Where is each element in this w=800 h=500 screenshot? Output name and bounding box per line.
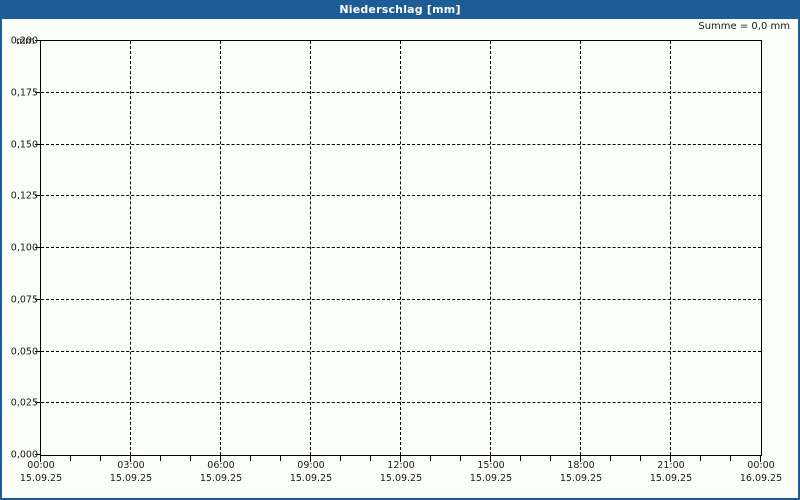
y-gridline xyxy=(41,143,761,145)
y-gridline xyxy=(41,350,761,352)
y-axis-tick xyxy=(35,40,40,41)
x-axis-tick xyxy=(370,456,371,461)
x-axis-tick xyxy=(400,456,401,462)
x-gridline xyxy=(130,41,131,455)
y-axis-tick-label: 0,025 xyxy=(10,397,38,409)
x-gridline xyxy=(310,41,311,455)
x-axis-tick-label: 06:00 15.09.25 xyxy=(199,460,243,484)
y-axis-tick-label: 0,150 xyxy=(10,139,38,150)
x-axis-tick xyxy=(580,456,581,462)
x-gridline xyxy=(490,41,491,455)
x-axis-tick xyxy=(100,456,101,461)
y-gridline xyxy=(41,298,761,300)
plot-area xyxy=(40,40,762,456)
x-axis-tick xyxy=(760,456,761,462)
y-gridline xyxy=(41,402,761,404)
y-axis-tick xyxy=(35,247,40,248)
y-axis-tick xyxy=(35,298,40,300)
x-axis-tick-label: 18:00 15.09.25 xyxy=(559,460,603,484)
x-axis-tick xyxy=(460,456,461,461)
y-axis-tick-label: 0,000 xyxy=(10,449,38,461)
x-axis-tick-label: 21:00 15.09.25 xyxy=(649,460,693,484)
x-axis-tick xyxy=(40,456,41,462)
x-axis-tick xyxy=(730,456,731,461)
x-axis-tick xyxy=(220,456,221,462)
y-axis-tick-label: 0,200 xyxy=(10,35,38,47)
plot-grid xyxy=(41,41,761,455)
x-gridline xyxy=(400,41,401,455)
x-axis-tick xyxy=(430,456,431,461)
y-axis-tick-label: 0,100 xyxy=(10,242,38,254)
y-axis-tick-label: 0,050 xyxy=(10,346,38,357)
x-gridline xyxy=(580,41,581,455)
x-axis-tick xyxy=(160,456,161,461)
x-axis-tick xyxy=(490,456,491,462)
y-axis-tick xyxy=(35,454,40,455)
x-axis-tick xyxy=(250,456,251,461)
x-axis-tick xyxy=(340,456,341,461)
x-axis-tick-label: 03:00 15.09.25 xyxy=(109,460,153,484)
y-gridline xyxy=(41,195,761,197)
y-gridline xyxy=(41,247,761,248)
y-axis-tick xyxy=(35,402,40,404)
x-axis-tick xyxy=(670,456,671,462)
x-axis-tick xyxy=(550,456,551,461)
x-axis-tick-label: 15:00 15.09.25 xyxy=(469,460,513,484)
y-axis-unit-label: mm xyxy=(16,36,35,47)
x-axis-tick-label: 00:00 16.09.25 xyxy=(739,460,783,484)
x-gridline xyxy=(670,41,671,455)
x-axis-tick xyxy=(700,456,701,461)
x-axis-tick xyxy=(610,456,611,461)
y-axis-tick xyxy=(35,195,40,197)
y-axis-tick xyxy=(35,350,40,352)
x-axis-tick-label: 09:00 15.09.25 xyxy=(289,460,333,484)
y-axis-tick-label: 0,125 xyxy=(10,190,38,202)
x-axis-tick xyxy=(640,456,641,461)
window-title-bar: Niederschlag [mm] xyxy=(2,0,798,19)
page-title: Niederschlag [mm] xyxy=(339,3,461,16)
y-axis-tick-label: 0,075 xyxy=(10,294,38,306)
x-gridline xyxy=(220,41,221,455)
y-axis-tick-label: 0,175 xyxy=(10,87,38,99)
x-axis-tick xyxy=(70,456,71,461)
x-axis-tick xyxy=(130,456,131,462)
x-axis-tick xyxy=(280,456,281,461)
x-axis-tick xyxy=(190,456,191,461)
x-axis-tick-labels: 00:00 15.09.25 03:00 15.09.25 06:00 15.09.25 0… xyxy=(2,459,798,498)
x-axis-tick-label: 00:00 15.09.25 xyxy=(19,460,63,484)
x-axis-tick xyxy=(310,456,311,462)
x-axis-tick-label: 12:00 15.09.25 xyxy=(379,460,423,484)
y-gridline xyxy=(41,91,761,93)
y-axis-tick xyxy=(35,143,40,145)
y-axis-tick xyxy=(35,91,40,93)
y-axis-tick-labels: 0,000 0,025 0,050 0,075 0,100 0,125 0,150 0,175… xyxy=(2,0,40,498)
sum-annotation: Summe = 0,0 mm xyxy=(698,21,790,32)
x-axis-tick xyxy=(520,456,521,461)
